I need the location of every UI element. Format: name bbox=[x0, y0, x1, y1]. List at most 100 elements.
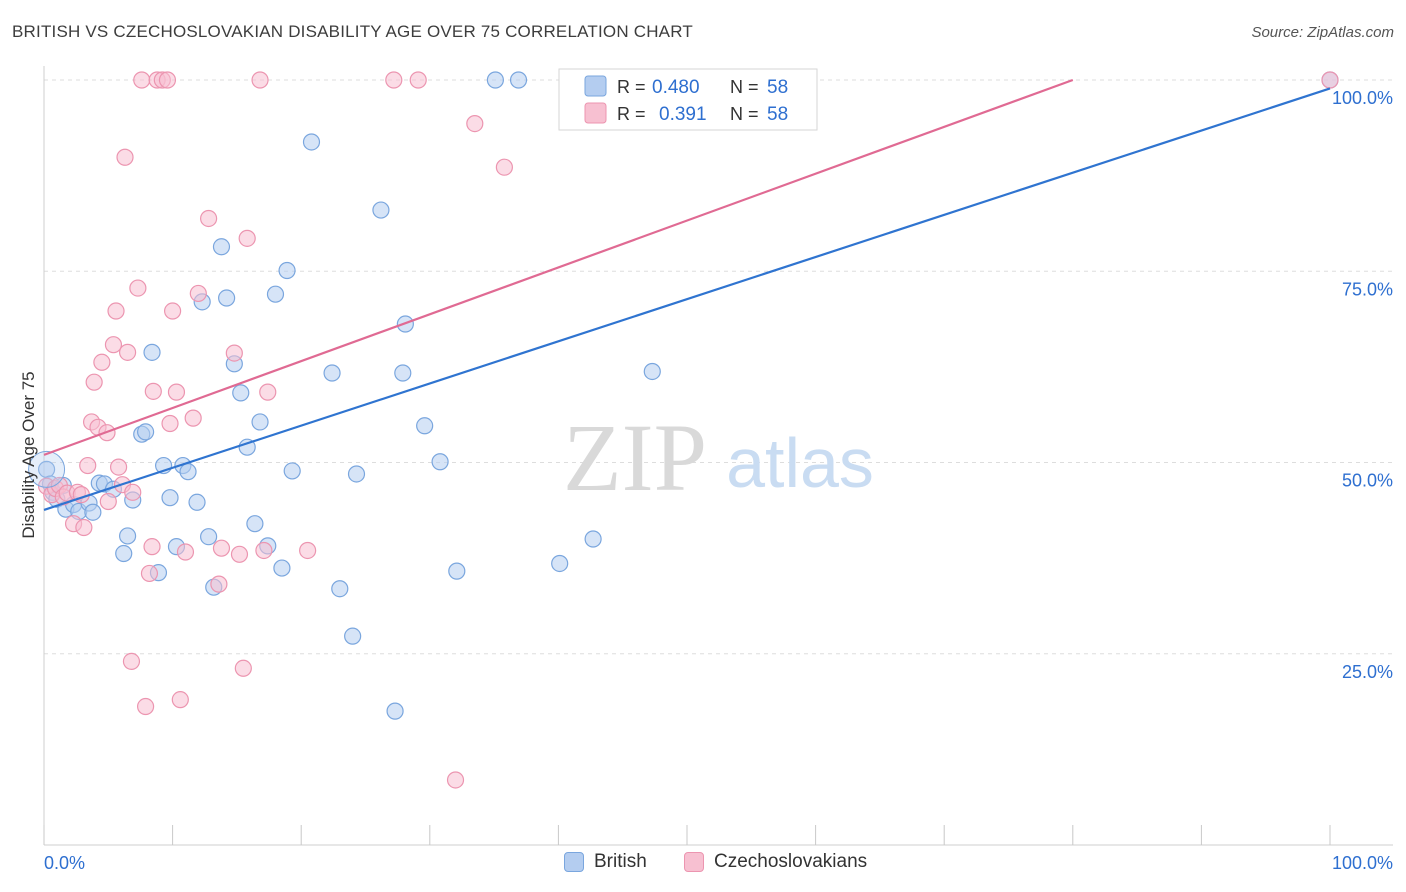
british-point bbox=[273, 559, 291, 577]
czech-point bbox=[116, 148, 134, 166]
czech-point bbox=[164, 302, 182, 320]
y-axis-label: Disability Age Over 75 bbox=[19, 371, 38, 538]
y-tick-labels: 25.0% 50.0% 75.0% 100.0% bbox=[1332, 88, 1393, 682]
czech-point bbox=[210, 575, 228, 593]
grid-layer bbox=[44, 79, 1393, 655]
trend-layer bbox=[43, 78, 1331, 511]
czech-point bbox=[158, 71, 177, 89]
legend-n-value-british: 58 bbox=[767, 77, 788, 98]
czech-point bbox=[409, 71, 427, 89]
czech-point bbox=[133, 71, 151, 89]
czech-point bbox=[104, 336, 123, 354]
czech-point bbox=[238, 229, 256, 247]
legend-n-label-czech: N = bbox=[730, 104, 759, 124]
british-point bbox=[347, 465, 366, 483]
czech-point bbox=[85, 373, 103, 391]
british-point bbox=[331, 580, 349, 598]
british-point bbox=[448, 562, 466, 580]
british-point bbox=[200, 528, 218, 546]
british-point bbox=[143, 343, 161, 361]
czech-point bbox=[1321, 71, 1339, 89]
watermark-zip: ZIP bbox=[563, 404, 707, 511]
czech-point bbox=[129, 279, 147, 297]
legend-swatch-czech bbox=[584, 102, 607, 124]
british-point bbox=[283, 462, 301, 480]
british-point bbox=[246, 515, 264, 533]
czech-point bbox=[225, 344, 243, 362]
czech-point bbox=[200, 209, 218, 228]
bottom-legend-label-czech: Czechoslovakians bbox=[714, 851, 868, 872]
czech-point bbox=[79, 456, 97, 475]
british-point bbox=[372, 201, 390, 219]
british-point bbox=[188, 493, 206, 511]
czech-point bbox=[124, 483, 142, 501]
british-point bbox=[323, 364, 341, 382]
british-point bbox=[551, 554, 569, 573]
legend-r-value-british: 0.480 bbox=[652, 77, 700, 98]
watermark-atlas: atlas bbox=[726, 424, 874, 502]
bottom-legend-swatch-british bbox=[564, 852, 584, 872]
british-point bbox=[509, 71, 528, 89]
british-point bbox=[302, 133, 321, 151]
british-trend-line bbox=[43, 87, 1331, 511]
czech-point bbox=[385, 71, 403, 89]
bottom-legend: British Czechoslovakians bbox=[0, 851, 1406, 877]
correlation-legend: R = 0.480 N = 58 R = 0.391 N = 58 bbox=[558, 68, 818, 131]
british-point bbox=[278, 261, 296, 280]
czech-point bbox=[118, 343, 137, 361]
british-point bbox=[344, 627, 362, 645]
legend-n-label-british: N = bbox=[730, 77, 759, 97]
legend-r-label-british: R = bbox=[617, 77, 646, 97]
czech-point bbox=[167, 383, 186, 401]
czech-point bbox=[161, 414, 179, 433]
czech-point bbox=[495, 158, 513, 176]
british-point bbox=[118, 527, 137, 545]
bottom-legend-swatch-czech bbox=[684, 852, 704, 872]
british-point bbox=[218, 289, 236, 307]
bottom-legend-british: British bbox=[564, 851, 647, 873]
british-point bbox=[238, 438, 256, 456]
czech-point bbox=[299, 541, 317, 560]
british-point bbox=[179, 463, 197, 481]
british-point bbox=[251, 413, 269, 431]
czech-point bbox=[255, 541, 273, 560]
czech-point bbox=[212, 539, 231, 557]
czech-point bbox=[259, 383, 277, 401]
czech-point bbox=[251, 71, 269, 89]
british-point bbox=[115, 544, 133, 563]
y-tick-label: 50.0% bbox=[1342, 471, 1393, 491]
legend-r-label-czech: R = bbox=[617, 104, 646, 124]
british-point bbox=[84, 503, 102, 521]
czech-point bbox=[109, 458, 128, 476]
czech-point bbox=[75, 518, 93, 537]
czech-point bbox=[176, 543, 195, 561]
british-point bbox=[212, 238, 231, 256]
czech-point bbox=[446, 771, 465, 789]
british-point bbox=[394, 364, 412, 382]
british-point bbox=[161, 489, 179, 507]
x-tick-label-max: 100.0% bbox=[1332, 853, 1393, 873]
bottom-legend-czech: Czechoslovakians bbox=[684, 851, 867, 873]
watermark: ZIP atlas bbox=[563, 404, 874, 511]
czech-point bbox=[140, 564, 159, 583]
british-point bbox=[266, 285, 285, 303]
legend-swatch-british bbox=[584, 75, 607, 97]
british-point bbox=[136, 423, 155, 441]
czech-point bbox=[143, 538, 161, 556]
czech-point bbox=[234, 659, 252, 677]
czech-point bbox=[136, 697, 155, 716]
y-tick-label: 100.0% bbox=[1332, 88, 1393, 108]
axis-layer bbox=[43, 66, 1393, 846]
british-point bbox=[486, 71, 504, 89]
british-point bbox=[431, 453, 449, 471]
czech-point bbox=[230, 545, 249, 563]
british-point-cluster bbox=[28, 450, 66, 488]
legend-n-value-czech: 58 bbox=[767, 104, 788, 125]
british-point bbox=[584, 530, 602, 548]
czech-point bbox=[171, 691, 189, 709]
czech-point bbox=[189, 284, 207, 303]
czech-point bbox=[122, 652, 141, 671]
bottom-legend-label-british: British bbox=[594, 851, 647, 872]
y-tick-label: 25.0% bbox=[1342, 662, 1393, 682]
